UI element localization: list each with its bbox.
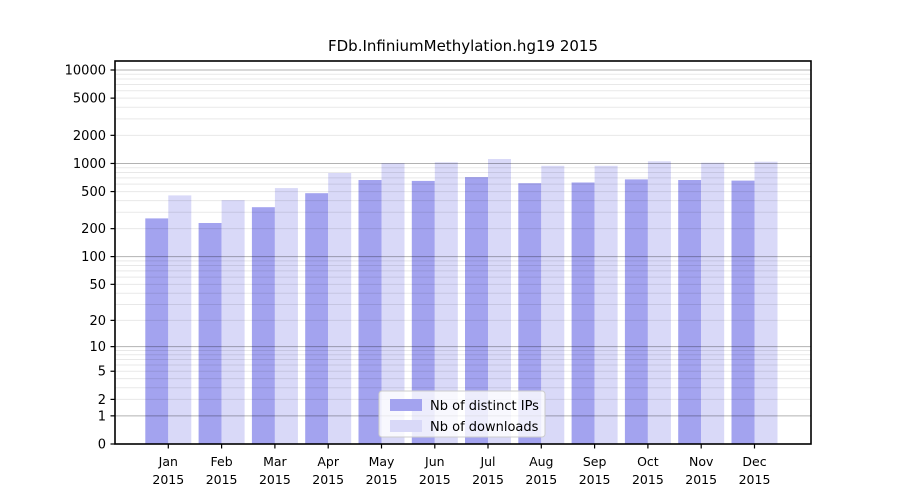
x-tick-label-year: 2015 (152, 472, 184, 487)
x-tick-label-year: 2015 (419, 472, 451, 487)
bar-distinct-ips-may (358, 180, 382, 444)
x-tick-label-year: 2015 (259, 472, 291, 487)
bar-downloads-dec (754, 161, 778, 444)
x-tick-label-year: 2015 (685, 472, 717, 487)
x-tick-label-month: Nov (689, 454, 714, 469)
x-tick-label-month: Jan (158, 454, 178, 469)
x-tick-label-month: Aug (529, 454, 553, 469)
legend-swatch-downloads (390, 420, 422, 432)
plot-border (114, 60, 812, 445)
axes-layer: 0 12 5 10 20 50 100 200 500 1000 2000 5000 10000 Jan 2… (65, 64, 771, 488)
bar-downloads-may (381, 163, 405, 444)
x-tick-label-year: 2015 (632, 472, 664, 487)
bar-distinct-ips-nov (678, 180, 702, 444)
y-tick-label: 200 (81, 222, 106, 237)
x-tick-label-month: May (369, 454, 395, 469)
x-tick-label-year: 2015 (525, 472, 557, 487)
bar-distinct-ips-jan (145, 218, 169, 444)
x-tick-label-month: Jun (424, 454, 445, 469)
legend-label-downloads: Nb of downloads (430, 420, 539, 435)
legend: Nb of distinct IPs Nb of downloads (378, 390, 546, 438)
bar-distinct-ips-oct (624, 179, 648, 444)
x-tick-label-month: Oct (637, 454, 659, 469)
y-tick-label: 0 (98, 438, 106, 453)
x-tick-label-year: 2015 (579, 472, 611, 487)
bar-downloads-oct (647, 161, 671, 445)
bar-downloads-aug (541, 165, 565, 445)
bars-layer (145, 159, 778, 445)
y-tick-label: 50 (89, 278, 106, 293)
bar-downloads-sep (594, 165, 618, 445)
bar-downloads-mar (274, 188, 298, 444)
chart-title: FDb.InfiniumMethylation.hg19 2015 (328, 37, 598, 55)
bar-distinct-ips-mar (251, 207, 275, 444)
bar-distinct-ips-dec (731, 180, 755, 444)
y-tick-label: 2 (98, 393, 106, 408)
y-tick-label: 1 (98, 409, 106, 424)
y-tick-label: 10000 (65, 64, 106, 79)
x-tick-label-month: Mar (263, 454, 287, 469)
x-tick-label-year: 2015 (312, 472, 344, 487)
x-tick-label-year: 2015 (472, 472, 504, 487)
bar-distinct-ips-jul (465, 177, 488, 444)
legend-swatch-distinct-ips (390, 399, 422, 411)
bar-downloads-jul (488, 159, 511, 444)
bar-downloads-jun (434, 162, 458, 445)
bar-distinct-ips-apr (305, 193, 329, 444)
x-tick-label-year: 2015 (366, 472, 398, 487)
y-tick-label: 1000 (73, 157, 106, 172)
y-tick-label: 2000 (73, 129, 106, 144)
y-tick-label: 10 (89, 340, 106, 355)
bar-downloads-apr (328, 173, 352, 444)
bar-downloads-jan (168, 195, 192, 444)
bar-distinct-ips-feb (198, 223, 222, 444)
x-tick-label-year: 2015 (206, 472, 238, 487)
x-tick-label-month: Apr (317, 454, 339, 469)
x-tick-label-month: Feb (211, 454, 233, 469)
bar-distinct-ips-jun (411, 180, 435, 444)
y-tick-label: 5000 (73, 92, 106, 107)
bar-downloads-nov (701, 162, 725, 444)
y-tick-label: 5 (98, 365, 106, 380)
gridlines-layer (115, 69, 811, 417)
x-tick-label-year: 2015 (739, 472, 771, 487)
bar-downloads-feb (221, 200, 245, 444)
x-tick-label-month: Jul (479, 454, 495, 469)
bar-distinct-ips-aug (518, 183, 542, 444)
bar-distinct-ips-sep (571, 182, 595, 444)
y-tick-label: 500 (81, 185, 106, 200)
x-tick-label-month: Dec (742, 454, 766, 469)
x-tick-label-month: Sep (583, 454, 607, 469)
y-tick-label: 100 (81, 250, 106, 265)
legend-label-distinct-ips: Nb of distinct IPs (430, 399, 539, 414)
y-tick-label: 20 (89, 314, 106, 329)
